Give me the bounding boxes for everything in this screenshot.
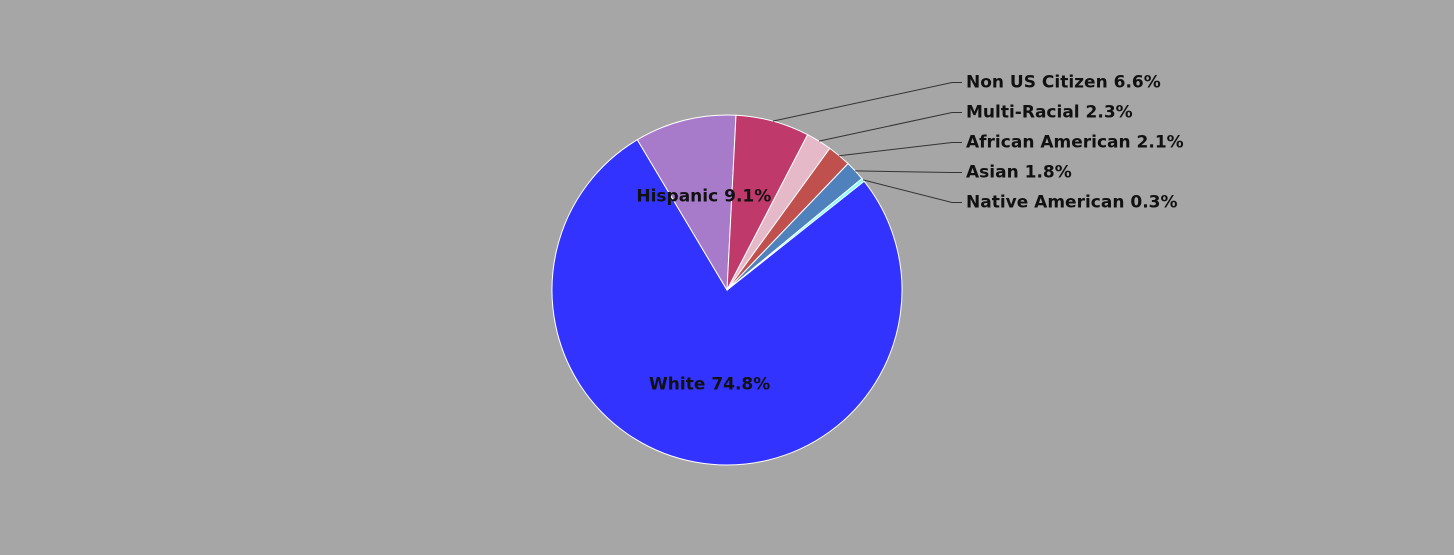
category-label: Asian [966, 163, 1019, 183]
slice-label: Non US Citizen 6.6% [966, 73, 1161, 93]
value-label: 0.3% [1130, 193, 1177, 213]
category-label: Hispanic [636, 187, 718, 207]
category-label: African American [966, 133, 1131, 153]
category-label: Native American [966, 193, 1124, 213]
leader-line [855, 170, 962, 174]
leader-line [772, 82, 962, 122]
leader-line [818, 112, 962, 142]
slice-label: Native American 0.3% [966, 193, 1178, 213]
category-label: Non US Citizen [966, 73, 1108, 93]
pie-slice [636, 114, 737, 292]
slice-label: Hispanic 9.1% [636, 187, 771, 207]
value-label: 2.1% [1137, 133, 1184, 153]
category-label: Multi-Racial [966, 103, 1080, 123]
leader-line [839, 142, 962, 157]
slice-label: Multi-Racial 2.3% [966, 103, 1133, 123]
value-label: 6.6% [1114, 73, 1161, 93]
slice-label: White 74.8% [649, 375, 770, 395]
value-label: 9.1% [724, 187, 771, 207]
value-label: 1.8% [1025, 163, 1072, 183]
leader-line [862, 179, 962, 204]
slice-label: African American 2.1% [966, 133, 1184, 153]
slice-label: Asian 1.8% [966, 163, 1072, 183]
value-label: 2.3% [1086, 103, 1133, 123]
category-label: White [649, 375, 705, 395]
value-label: 74.8% [711, 375, 770, 395]
